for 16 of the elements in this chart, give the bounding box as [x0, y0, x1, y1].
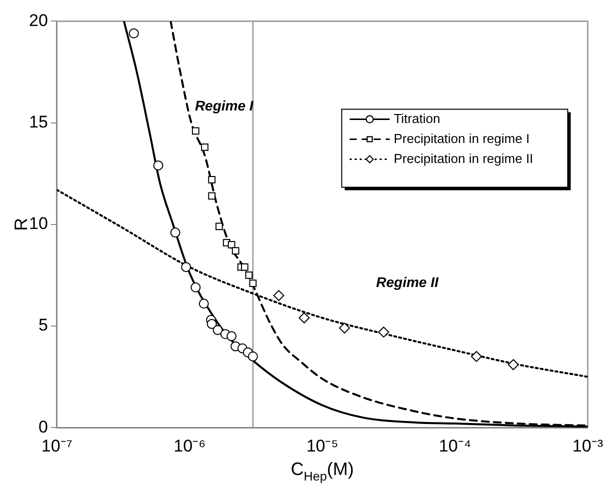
y-tick-label: 0 — [38, 417, 48, 436]
annotation: Regime II — [376, 274, 440, 290]
x-tick-label: 10⁻⁶ — [174, 436, 206, 456]
x-tick-label: 10⁻⁵ — [306, 436, 338, 456]
y-axis-title: R — [10, 218, 31, 231]
legend-label: Precipitation in regime II — [394, 150, 534, 166]
legend-label: Precipitation in regime I — [394, 130, 530, 146]
legend-label: Titration — [394, 110, 440, 126]
x-tick-label: 10⁻⁴ — [438, 436, 472, 456]
y-tick-label: 20 — [28, 10, 48, 30]
y-tick-label: 5 — [38, 316, 48, 335]
x-tick-label: 10⁻³ — [572, 436, 604, 456]
y-tick-label: 10 — [28, 214, 48, 234]
x-tick-label: 10⁻⁷ — [41, 436, 72, 456]
y-tick-label: 15 — [28, 112, 48, 132]
annotation: Regime I — [194, 97, 254, 114]
